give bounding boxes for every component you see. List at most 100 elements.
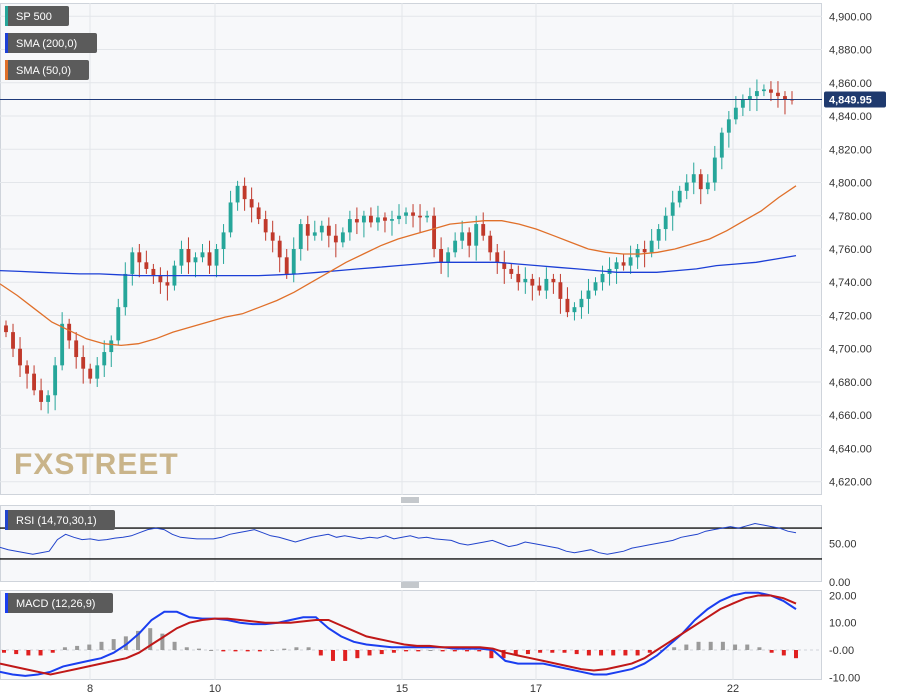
candle-body (586, 290, 591, 299)
y-tick-label: 4,640.00 (829, 443, 872, 455)
x-tick-label: 10 (209, 683, 221, 695)
candle-body (39, 390, 44, 402)
candle-body (221, 232, 226, 249)
candle (551, 273, 556, 294)
y-tick-label: 4,820.00 (829, 144, 872, 156)
macd-hist-bar (452, 650, 457, 652)
candle-body (453, 240, 458, 253)
legend-sma50: SMA (50,0) (5, 60, 89, 80)
candle (228, 190, 233, 238)
candle-body (740, 99, 745, 108)
candle (558, 273, 563, 314)
candle-body (783, 96, 787, 100)
y-tick-label: 4,840.00 (829, 111, 872, 123)
candle-body (46, 395, 51, 402)
macd-hist-bar (196, 648, 201, 650)
macd-hist-bar (75, 645, 80, 650)
candle (256, 202, 261, 225)
candle-body (663, 215, 668, 230)
legend-rsi-bg (5, 510, 115, 530)
candle-body (88, 368, 93, 379)
candle (572, 302, 577, 321)
candle (312, 220, 317, 241)
candle (614, 257, 619, 284)
macd-hist-bar (440, 650, 445, 652)
candle (102, 340, 107, 377)
macd-signal-line (0, 594, 797, 676)
candle-body (418, 215, 422, 218)
last-price-label: 4,849.95 (829, 94, 872, 106)
candle-body (347, 219, 352, 233)
candle (354, 207, 359, 235)
candle-body (649, 240, 654, 253)
legend-macd: MACD (12,26,9) (5, 593, 113, 613)
macd-hist-bar (428, 650, 433, 651)
candle (761, 84, 766, 97)
candle (698, 169, 703, 205)
macd-hist-bar (2, 650, 6, 653)
y-tick-label: 4,720.00 (829, 310, 872, 322)
candle-body (691, 174, 696, 183)
legend-sma50-accent (5, 60, 8, 80)
y-tick-label: 4,680.00 (829, 377, 872, 389)
candle-body (151, 268, 156, 276)
macd-hist-bar (270, 650, 275, 651)
candle (319, 220, 324, 241)
legend-sma50-bg (5, 60, 89, 80)
macd-hist-bar (26, 650, 31, 656)
macd-hist-bar (209, 650, 214, 651)
candle (516, 265, 521, 291)
macd-hist-bar (136, 630, 141, 650)
candle (298, 219, 303, 261)
macd-hist-bar (623, 650, 628, 656)
candle-body (684, 182, 689, 191)
splitter-handle-1 (401, 497, 419, 503)
macd-hist-bar (184, 647, 189, 650)
macd-hist-bar (696, 641, 701, 650)
candle (74, 332, 79, 369)
legend-sp500: SP 500 (5, 6, 69, 26)
legend-sp500-accent (5, 6, 8, 26)
candle-body (81, 357, 86, 369)
legend-macd-bg (5, 593, 113, 613)
candle-body (53, 365, 58, 396)
candle-body (565, 298, 570, 313)
y-tick-label: 4,900.00 (829, 11, 872, 23)
candle-body (769, 89, 773, 93)
y-tick-label: 4,760.00 (829, 244, 872, 256)
candle-body (614, 262, 619, 269)
candle (530, 273, 535, 301)
candle-body (25, 365, 29, 374)
y-tick-label: 4,880.00 (829, 45, 872, 57)
candle-body (776, 92, 780, 97)
candle-body (439, 249, 444, 263)
candle-body (277, 240, 282, 258)
candle (347, 210, 352, 241)
candle-body (754, 91, 759, 97)
candle-body (361, 215, 366, 223)
macd-hist-bar (294, 647, 299, 650)
candle-body (502, 262, 507, 269)
candle-body (670, 202, 675, 216)
candle-body (60, 323, 65, 366)
y-tick-label: 4,860.00 (829, 78, 872, 90)
macd-hist-bar (647, 650, 652, 653)
candle (221, 224, 226, 264)
y-tick-label: 4,700.00 (829, 344, 872, 356)
candle-body (11, 332, 15, 349)
candle (509, 263, 514, 279)
macd-hist-bar (14, 650, 19, 655)
legend-sma50-label: SMA (50,0) (16, 65, 71, 77)
candle (32, 365, 37, 396)
legend-sma200-accent (5, 33, 8, 53)
candle (579, 290, 584, 319)
candle-body (509, 268, 514, 274)
candle (670, 190, 675, 231)
last-price-badge-bg (824, 91, 886, 108)
macd-hist-bar (465, 650, 470, 652)
macd-hist-bar (306, 647, 311, 650)
macd-hist-bar (87, 644, 92, 650)
watermark-logo: FXSTREET (14, 448, 179, 481)
